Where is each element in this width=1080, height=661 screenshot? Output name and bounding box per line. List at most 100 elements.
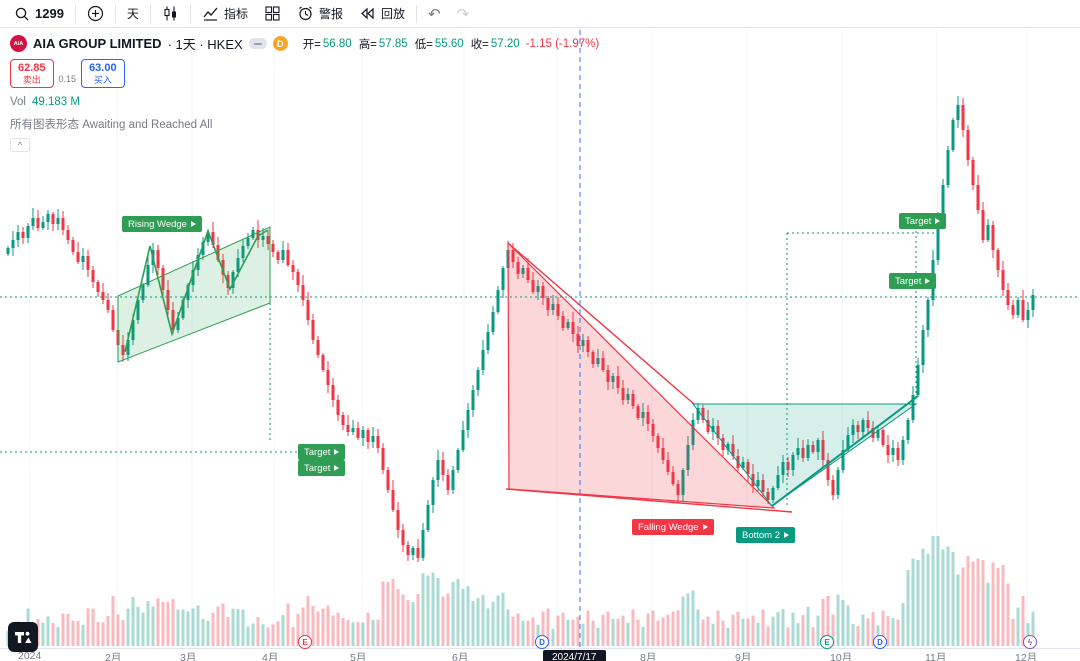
patterns-status-text: 所有图表形态 Awaiting and Reached All <box>10 118 213 131</box>
add-symbol-button[interactable] <box>79 2 112 26</box>
indicators-button[interactable]: 指标 <box>194 2 256 26</box>
pattern-label-text: Target <box>304 462 331 474</box>
toolbar-separator <box>189 4 191 23</box>
plus-circle-icon <box>87 5 104 22</box>
candlestick-icon <box>164 6 176 21</box>
pattern-overlay-layer[interactable] <box>0 226 1080 513</box>
replay-label: 回放 <box>380 7 405 21</box>
time-axis-label: 2月 <box>105 652 122 661</box>
event-marker-3[interactable]: D <box>873 635 887 649</box>
collapse-chip[interactable]: ^ <box>10 137 30 152</box>
time-axis[interactable]: 20242月3月4月5月6月7月8月9月10月11月12月 <box>0 648 1080 661</box>
pattern-label-text: Rising Wedge <box>128 218 187 230</box>
undo-button[interactable]: ↶ <box>420 2 449 26</box>
flag-icon <box>935 218 941 224</box>
symbol-logo-text: AIA <box>13 40 24 47</box>
event-marker-2[interactable]: E <box>820 635 834 649</box>
daily-badge: D <box>272 36 288 51</box>
flag-icon <box>334 449 340 455</box>
high-value: 57.85 <box>378 37 408 50</box>
time-axis-label: 2024 <box>18 650 42 661</box>
pattern-label-bottom-2[interactable]: Bottom 2 <box>736 527 796 543</box>
high-label: 高= <box>358 38 377 51</box>
interval-button[interactable]: 天 <box>119 2 147 26</box>
buy-label: 买入 <box>93 74 112 85</box>
time-axis-label: 9月 <box>735 652 752 661</box>
buy-button[interactable]: 63.00 买入 <box>81 59 125 88</box>
pattern-label-text: Falling Wedge <box>638 521 699 533</box>
tradingview-logo-glyph <box>15 631 32 643</box>
replay-button[interactable]: 回放 <box>351 2 413 26</box>
symbol-search-text: 1299 <box>35 6 64 21</box>
symbol-logo: AIA <box>10 35 27 52</box>
symbol-marker-icon[interactable] <box>248 38 267 49</box>
pattern-label-target-4[interactable]: Target <box>889 273 937 289</box>
spread-value: 0.15 <box>58 73 77 84</box>
crosshair-date-tooltip: 2024/7/17 <box>543 650 606 661</box>
interval-label: 天 <box>126 7 139 21</box>
search-icon <box>15 7 29 20</box>
flag-icon <box>925 278 931 284</box>
event-marker-0[interactable]: E <box>298 635 312 649</box>
tradingview-logo[interactable] <box>8 622 38 652</box>
grid-layer <box>29 30 1028 647</box>
volume-label: Vol <box>10 95 26 108</box>
undo-icon: ↶ <box>427 5 441 23</box>
sell-label: 卖出 <box>22 74 41 85</box>
indicators-icon <box>203 7 218 21</box>
pattern-label-target-2[interactable]: Target <box>298 460 346 476</box>
flag-icon <box>784 532 790 538</box>
pattern-label-rising-wedge[interactable]: Rising Wedge <box>122 216 202 232</box>
open-value: 56.80 <box>322 37 352 50</box>
toolbar-separator <box>415 4 417 23</box>
toolbar-separator <box>74 4 76 23</box>
symbol-info-panel: AIA AIA GROUP LIMITED · 1天 · HKEX D 开= 56… <box>10 34 599 152</box>
trade-panel: 62.85 卖出 0.15 63.00 买入 <box>10 59 599 88</box>
chart-style-button[interactable] <box>154 2 187 26</box>
pattern-label-target-3[interactable]: Target <box>899 213 947 229</box>
redo-button[interactable]: ↷ <box>449 2 478 26</box>
close-label: 收= <box>470 38 489 51</box>
symbol-name[interactable]: AIA GROUP LIMITED <box>33 36 162 51</box>
time-axis-label: 5月 <box>350 652 367 661</box>
symbol-search-button[interactable]: 1299 <box>6 2 72 26</box>
alarm-clock-icon <box>299 6 312 21</box>
pattern-label-text: Target <box>895 275 922 287</box>
toolbar-separator <box>114 4 116 23</box>
time-axis-label: 12月 <box>1015 652 1038 661</box>
grid-icon <box>265 6 280 21</box>
flag-icon <box>702 524 708 530</box>
time-axis-label: 8月 <box>640 652 657 661</box>
sell-button[interactable]: 62.85 卖出 <box>10 59 54 88</box>
time-axis-label: 3月 <box>180 652 197 661</box>
top-toolbar: 1299 天 <box>0 0 1080 28</box>
close-value: 57.20 <box>490 37 520 50</box>
alerts-label: 警报 <box>318 7 343 21</box>
alerts-button[interactable]: 警报 <box>289 2 351 26</box>
volume-layer <box>6 536 1035 646</box>
low-label: 低= <box>414 38 433 51</box>
time-axis-label: 4月 <box>262 652 279 661</box>
pattern-label-falling-wedge[interactable]: Falling Wedge <box>632 519 714 535</box>
indicators-label: 指标 <box>223 7 248 21</box>
event-marker-4[interactable]: ϟ <box>1023 635 1037 649</box>
toolbar-separator <box>149 4 151 23</box>
pattern-label-target-1[interactable]: Target <box>298 444 346 460</box>
layout-grid-button[interactable] <box>256 2 289 26</box>
flag-icon <box>334 465 340 471</box>
candles-layer <box>6 96 1035 562</box>
volume-indicator-row[interactable]: Vol 49.183 M <box>10 96 599 108</box>
pattern-label-text: Bottom 2 <box>742 529 781 541</box>
buy-price: 63.00 <box>89 62 117 74</box>
replay-icon <box>361 7 374 20</box>
change-value: -1.15 (-1.97%) <box>525 37 600 50</box>
symbol-header-row: AIA AIA GROUP LIMITED · 1天 · HKEX D 开= 56… <box>10 34 599 53</box>
volume-value: 49.183 M <box>32 95 80 108</box>
sell-price: 62.85 <box>18 62 46 74</box>
time-axis-label: 10月 <box>830 652 853 661</box>
low-value: 55.60 <box>434 37 464 50</box>
event-marker-1[interactable]: D <box>535 635 549 649</box>
flag-icon <box>190 221 196 227</box>
